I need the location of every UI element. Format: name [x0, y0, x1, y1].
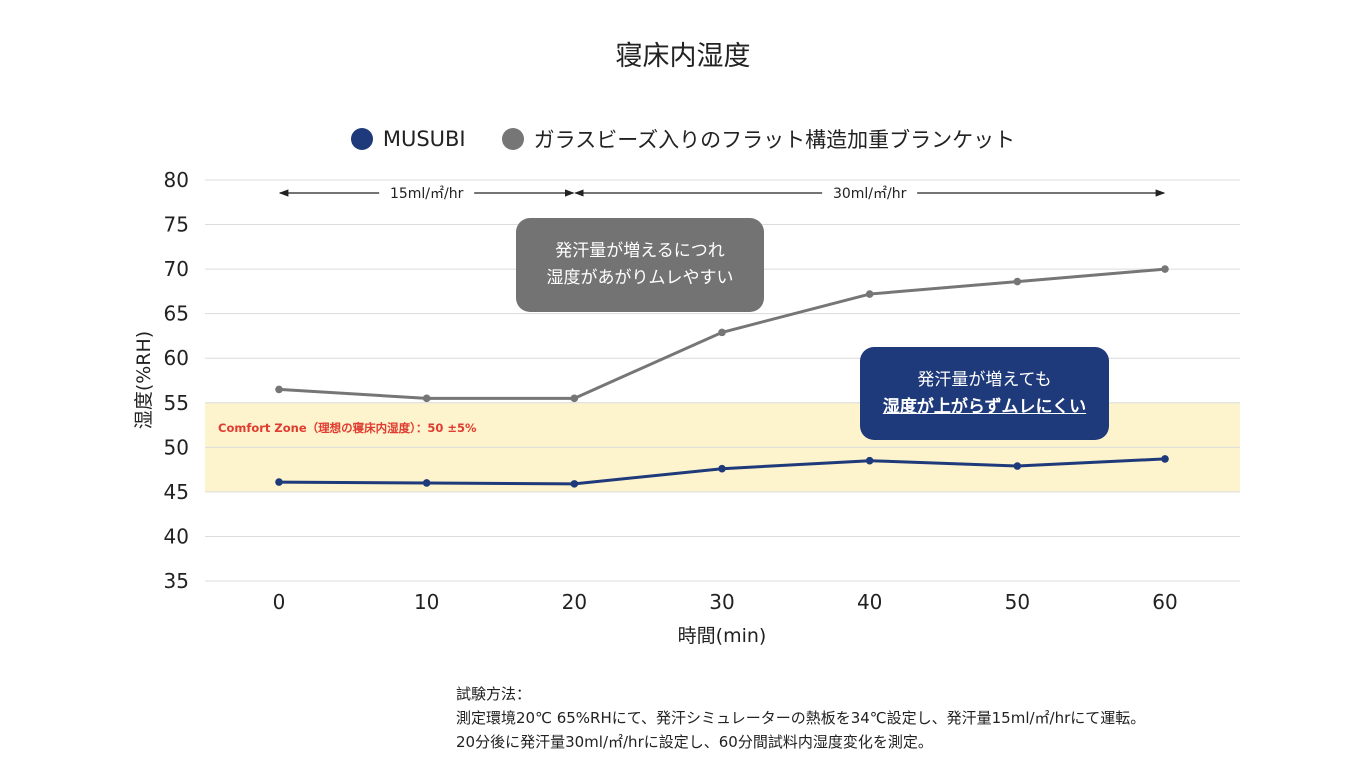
legend-item-musubi: MUSUBI: [350, 127, 466, 151]
data-point: [1161, 265, 1169, 273]
annotation-gray: 発汗量が増えるにつれ 湿度があがりムレやすい: [516, 218, 764, 312]
data-point: [275, 478, 283, 486]
x-tick-label: 60: [1152, 590, 1177, 614]
data-point: [570, 480, 579, 488]
legend-label: ガラスビーズ入りのフラット構造加重ブランケット: [533, 128, 1016, 152]
data-point: [1013, 462, 1022, 470]
data-point: [865, 290, 874, 298]
legend-marker-icon: [350, 128, 373, 150]
data-point: [718, 328, 726, 337]
data-point: [1013, 277, 1022, 286]
y-tick-label: 75: [164, 213, 189, 237]
y-tick-label: 60: [164, 346, 189, 370]
data-point: [1161, 455, 1169, 463]
method-heading: 試験方法：: [456, 685, 532, 703]
test-method: 試験方法： 測定環境20℃ 65%RHにて、発汗シミュレーターの熱板を34℃設定…: [456, 682, 1145, 754]
x-tick-label: 30: [709, 590, 734, 614]
x-tick-label: 10: [414, 590, 439, 614]
y-tick-label: 35: [164, 569, 189, 593]
y-tick-label: 50: [164, 435, 189, 459]
x-tick-label: 20: [562, 590, 587, 614]
method-line: 測定環境20℃ 65%RHにて、発汗シミュレーターの熱板を34℃設定し、発汗量1…: [456, 709, 1146, 727]
annotation-blue: 発汗量が増えても 湿度が上がらずムレにくい: [860, 347, 1109, 440]
annotation-line: 発汗量が増えるにつれ: [555, 241, 725, 261]
legend: MUSUBI ガラスビーズ入りのフラット構造加重ブランケット: [0, 124, 1366, 154]
y-tick-label: 40: [164, 524, 189, 548]
data-point: [275, 385, 283, 394]
annotation-line: 湿度があがりムレやすい: [546, 268, 734, 288]
legend-marker-icon: [501, 128, 524, 150]
legend-label: MUSUBI: [382, 127, 466, 151]
method-line: 20分後に発汗量30ml/㎡/hrに設定し、60分間試料内湿度変化を測定。: [456, 733, 933, 751]
y-tick-label: 45: [164, 480, 189, 504]
data-point: [570, 394, 579, 403]
phase-label: 15ml/㎡/hr: [390, 186, 464, 202]
annotation-line: 発汗量が増えても: [917, 369, 1052, 390]
phase-label: 30ml/㎡/hr: [833, 186, 907, 202]
x-axis-label: 時間(min): [678, 625, 767, 647]
data-point: [422, 479, 431, 487]
y-axis-label: 湿度(%RH): [133, 331, 155, 429]
legend-item-blanket: ガラスビーズ入りのフラット構造加重ブランケット: [501, 124, 1016, 154]
chart-title: 寝床内湿度: [615, 41, 751, 72]
y-tick-label: 55: [164, 391, 189, 415]
data-point: [422, 394, 431, 403]
data-point: [865, 456, 874, 465]
y-tick-label: 70: [164, 257, 189, 281]
y-tick-label: 65: [164, 302, 189, 326]
x-tick-label: 0: [273, 590, 286, 614]
x-tick-label: 50: [1005, 590, 1030, 614]
comfort-zone-label: Comfort Zone（理想の寝床内湿度）：50 ±5%: [218, 421, 477, 435]
y-tick-label: 80: [164, 168, 189, 192]
data-point: [718, 464, 726, 473]
x-tick-label: 40: [857, 590, 882, 614]
annotation-line: 湿度が上がらずムレにくい: [882, 396, 1087, 417]
